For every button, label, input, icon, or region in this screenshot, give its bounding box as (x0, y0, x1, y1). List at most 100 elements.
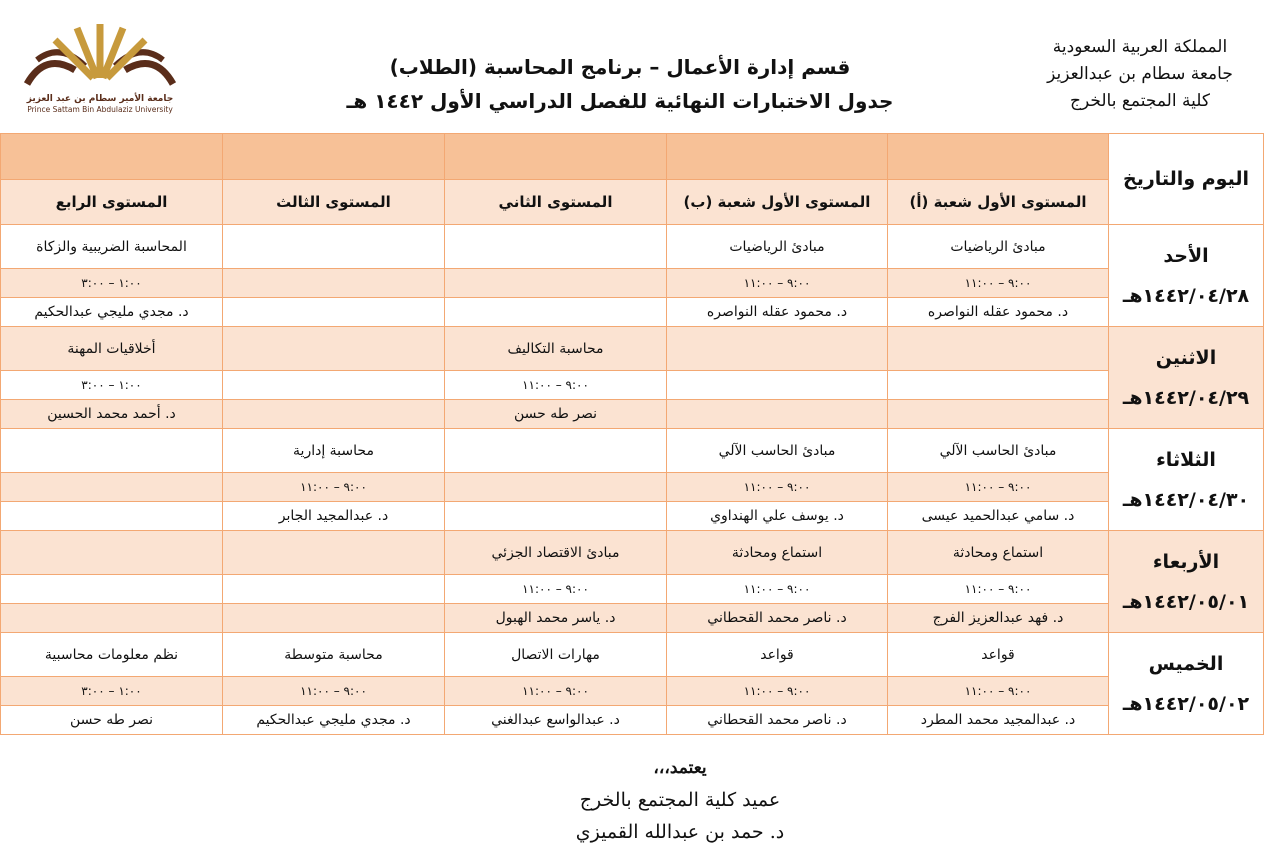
exam-subject-cell: أخلاقيات المهنة (0, 326, 223, 371)
exam-time-cell (444, 268, 667, 298)
exam-time-cell: ٩:٠٠ – ١١:٠٠ (887, 676, 1109, 706)
exam-time-cell: ١:٠٠ – ٣:٠٠ (0, 370, 223, 400)
exam-subject-cell (0, 530, 223, 575)
exam-time-cell: ١:٠٠ – ٣:٠٠ (0, 676, 223, 706)
exam-instructor-cell (222, 399, 445, 429)
column-header-level: المستوى الأول شعبة (أ) (887, 179, 1109, 225)
exam-time-cell (444, 472, 667, 502)
exam-instructor-cell (222, 603, 445, 633)
exam-instructor-cell: د. فهد عبدالعزيز الفرج (887, 603, 1109, 633)
exam-time-cell (222, 268, 445, 298)
exam-subject-cell (222, 530, 445, 575)
exam-instructor-cell: د. مجدي مليجي عبدالحكيم (0, 297, 223, 327)
table-row: الأحد ١٤٤٢/٠٤/٢٨هـ مبادئ الرياضيات مبادئ ال… (0, 224, 1264, 327)
table-row: ٩:٠٠ – ١١:٠٠ ١:٠٠ – ٣:٠٠ (0, 370, 1264, 400)
exam-time-cell (666, 370, 888, 400)
exam-instructor-cell (444, 297, 667, 327)
exam-time-cell: ٩:٠٠ – ١١:٠٠ (222, 472, 445, 502)
day-date-cell: الثلاثاء ١٤٤٢/٠٤/٣٠هـ (1108, 428, 1264, 531)
table-row: نصر طه حسن د. أحمد محمد الحسين (0, 399, 1264, 429)
exam-subject-cell (444, 428, 667, 473)
day-date: ١٤٤٢/٠٤/٢٨هـ (1122, 284, 1250, 307)
dean-title: عميد كلية المجتمع بالخرج (579, 789, 781, 811)
table-row: الأربعاء ١٤٤٢/٠٥/٠١هـ استماع ومحادثة استماع… (0, 530, 1264, 633)
exam-time-cell: ٩:٠٠ – ١١:٠٠ (444, 370, 667, 400)
exam-subject-cell: محاسبة إدارية (222, 428, 445, 473)
logo-text-ar: جامعة الأمير سطام بن عبد العزيز (26, 94, 174, 104)
exam-subject-cell: قواعد (666, 632, 888, 677)
exam-time-cell (222, 574, 445, 604)
exam-subject-cell: مبادئ الرياضيات (887, 224, 1109, 269)
exam-subject-cell: محاسبة التكاليف (444, 326, 667, 371)
day-date-cell: الأحد ١٤٤٢/٠٤/٢٨هـ (1108, 224, 1264, 327)
exam-subject-cell: محاسبة متوسطة (222, 632, 445, 677)
day-name: الاثنين (1155, 346, 1217, 369)
day-name: الأربعاء (1152, 550, 1220, 573)
exam-subject-cell (222, 224, 445, 269)
exam-instructor-cell: د. ياسر محمد الهبول (444, 603, 667, 633)
header-blank (887, 133, 1109, 180)
exam-schedule-table: اليوم والتاريخ المستوى الأول شعبة (أ) الم… (0, 133, 1264, 735)
exam-instructor-cell: د. سامي عبدالحميد عيسى (887, 501, 1109, 531)
exam-time-cell (887, 370, 1109, 400)
exam-subject-cell (444, 224, 667, 269)
exam-time-cell: ٩:٠٠ – ١١:٠٠ (666, 676, 888, 706)
column-header-level: المستوى الثالث (222, 179, 445, 225)
day-date-cell: الخميس ١٤٤٢/٠٥/٠٢هـ (1108, 632, 1264, 735)
exam-time-cell: ٩:٠٠ – ١١:٠٠ (666, 574, 888, 604)
column-header-level: المستوى الأول شعبة (ب) (666, 179, 888, 225)
exam-subject-cell (887, 326, 1109, 371)
header-blank (444, 133, 667, 180)
exam-subject-cell: مبادئ الرياضيات (666, 224, 888, 269)
table-row: ٩:٠٠ – ١١:٠٠ ٩:٠٠ – ١١:٠٠ ٩:٠٠ – ١١:٠٠ (0, 574, 1264, 604)
exam-subject-cell (666, 326, 888, 371)
exam-time-cell (0, 472, 223, 502)
column-header-level: المستوى الرابع (0, 179, 223, 225)
exam-instructor-cell: د. عبدالمجيد الجابر (222, 501, 445, 531)
table-row: د. عبدالمجيد محمد المطرد د. ناصر محمد الق… (0, 705, 1264, 735)
title-line-1: قسم إدارة الأعمال – برنامج المحاسبة (الط… (389, 55, 851, 79)
table-row: د. محمود عقله النواصره د. محمود عقله النو… (0, 297, 1264, 327)
exam-instructor-cell: د. ناصر محمد القحطاني (666, 705, 888, 735)
day-name: الأحد (1163, 244, 1209, 267)
table-row: ٩:٠٠ – ١١:٠٠ ٩:٠٠ – ١١:٠٠ ٩:٠٠ – ١١:٠٠ ٩:٠٠… (0, 676, 1264, 706)
exam-subject-cell: مبادئ الحاسب الآلي (887, 428, 1109, 473)
exam-subject-cell: قواعد (887, 632, 1109, 677)
exam-time-cell: ٩:٠٠ – ١١:٠٠ (666, 472, 888, 502)
exam-instructor-cell: د. محمود عقله النواصره (887, 297, 1109, 327)
exam-instructor-cell: نصر طه حسن (444, 399, 667, 429)
exam-time-cell: ١:٠٠ – ٣:٠٠ (0, 268, 223, 298)
day-name: الخميس (1148, 652, 1224, 675)
exam-time-cell (0, 574, 223, 604)
day-date: ١٤٤٢/٠٤/٢٩هـ (1122, 386, 1250, 409)
exam-time-cell: ٩:٠٠ – ١١:٠٠ (222, 676, 445, 706)
day-date-cell: الاثنين ١٤٤٢/٠٤/٢٩هـ (1108, 326, 1264, 429)
table-row: ٩:٠٠ – ١١:٠٠ ٩:٠٠ – ١١:٠٠ ٩:٠٠ – ١١:٠٠ (0, 472, 1264, 502)
exam-subject-cell: المحاسبة الضريبية والزكاة (0, 224, 223, 269)
column-header-level: المستوى الثاني (444, 179, 667, 225)
exam-subject-cell: استماع ومحادثة (887, 530, 1109, 575)
title-line-2: جدول الاختبارات النهائية للفصل الدراسي ا… (346, 89, 894, 113)
exam-time-cell: ٩:٠٠ – ١١:٠٠ (887, 574, 1109, 604)
exam-time-cell: ٩:٠٠ – ١١:٠٠ (444, 574, 667, 604)
signature-block: يعتمد،،، عميد كلية المجتمع بالخرج د. حمد… (400, 752, 960, 848)
table-row: د. فهد عبدالعزيز الفرج د. ناصر محمد القحط… (0, 603, 1264, 633)
dean-name: د. حمد بن عبدالله القميزي (575, 821, 785, 843)
exam-subject-cell: مبادئ الحاسب الآلي (666, 428, 888, 473)
exam-instructor-cell (666, 399, 888, 429)
institution-header: المملكة العربية السعودية جامعة سطام بن ع… (1030, 34, 1250, 115)
document-title: قسم إدارة الأعمال – برنامج المحاسبة (الط… (340, 50, 900, 118)
exam-subject-cell: نظم معلومات محاسبية (0, 632, 223, 677)
exam-instructor-cell: د. عبدالواسع عبدالغني (444, 705, 667, 735)
header-blank (666, 133, 888, 180)
logo-text-en: Prince Sattam Bin Abdulaziz University (27, 105, 173, 114)
exam-instructor-cell: نصر طه حسن (0, 705, 223, 735)
exam-instructor-cell: د. ناصر محمد القحطاني (666, 603, 888, 633)
header-row-top: اليوم والتاريخ (0, 133, 1264, 225)
exam-subject-cell: مهارات الاتصال (444, 632, 667, 677)
logo-fan-icon (23, 24, 177, 86)
exam-instructor-cell: د. يوسف علي الهنداوي (666, 501, 888, 531)
exam-instructor-cell (0, 501, 223, 531)
exam-subject-cell: استماع ومحادثة (666, 530, 888, 575)
exam-instructor-cell: د. عبدالمجيد محمد المطرد (887, 705, 1109, 735)
